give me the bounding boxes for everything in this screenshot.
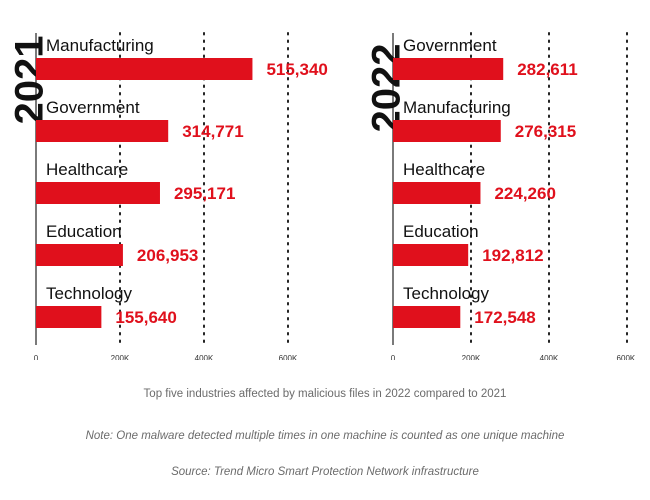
category-label: Government [403,36,497,55]
value-label: 206,953 [137,246,198,265]
category-label: Healthcare [403,160,485,179]
category-label: Manufacturing [46,36,154,55]
value-label: 192,812 [482,246,543,265]
category-label: Education [46,222,122,241]
category-label: Education [403,222,479,241]
tick-label: 200K [462,354,481,360]
tick-label: 600K [279,354,298,360]
bar [393,58,504,80]
category-label: Manufacturing [403,98,511,117]
chart-source: Source: Trend Micro Smart Protection Net… [171,466,479,478]
chart-caption: Top five industries affected by maliciou… [143,388,507,400]
tick-label: 0 [34,354,39,360]
category-label: Government [46,98,140,117]
tick-label: 0 [391,354,396,360]
bar [393,306,461,328]
value-label: 155,640 [115,308,176,327]
category-label: Healthcare [46,160,128,179]
year-label: 2022 [365,44,409,133]
value-label: 276,315 [515,122,576,141]
tick-label: 400K [195,354,214,360]
chart-area: 0 200K 400K 600K2021Manufacturing515,340Gov… [8,32,638,360]
bar [393,244,469,266]
chart-note: Note: One malware detected multiple time… [85,430,565,442]
value-label: 224,260 [494,184,555,203]
category-label: Technology [46,284,133,303]
category-label: Technology [403,284,490,303]
bar [36,58,253,80]
tick-label: 600K. [617,354,638,360]
bar [36,244,123,266]
value-label: 282,611 [517,60,578,79]
tick-label: 400K [540,354,559,360]
value-label: 314,771 [182,122,243,141]
bar [36,120,169,142]
bar [36,182,160,204]
tick-label: 200K [111,354,130,360]
value-label: 515,340 [266,60,327,79]
value-label: 172,548 [474,308,535,327]
bar [393,120,501,142]
value-label: 295,171 [174,184,235,203]
bar [36,306,102,328]
bar [393,182,481,204]
